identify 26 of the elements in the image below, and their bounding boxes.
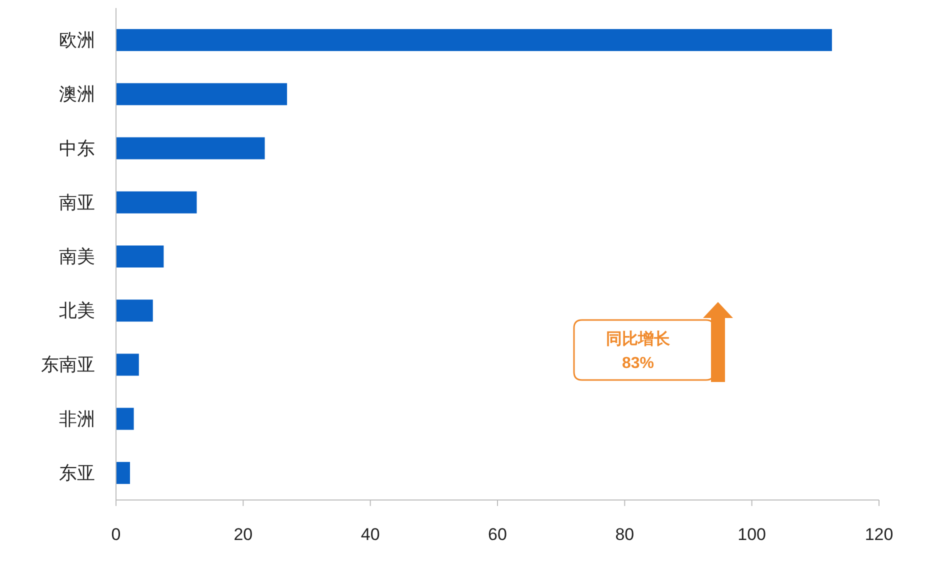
y-tick-label: 南亚 xyxy=(59,192,95,212)
y-tick-label: 北美 xyxy=(59,300,95,321)
y-tick-label: 非洲 xyxy=(59,408,95,429)
bar xyxy=(116,300,153,322)
x-tick-label: 20 xyxy=(234,525,253,544)
bar xyxy=(116,408,134,430)
bar xyxy=(116,137,265,160)
bar xyxy=(116,462,130,484)
bar xyxy=(116,354,139,376)
y-tick-label: 澳洲 xyxy=(59,84,95,104)
annotation: 同比增长 83% xyxy=(606,330,671,372)
bar xyxy=(116,246,164,268)
bar xyxy=(116,191,197,214)
y-tick-label: 中东 xyxy=(59,138,95,158)
x-tick-label: 60 xyxy=(488,525,507,544)
bar xyxy=(116,83,288,106)
y-tick-label: 南美 xyxy=(59,246,95,266)
x-tick-label: 120 xyxy=(864,525,894,544)
bar xyxy=(116,29,832,52)
y-tick-label: 欧洲 xyxy=(59,30,95,50)
y-tick-label: 东亚 xyxy=(59,462,95,483)
x-tick-label: 100 xyxy=(738,525,766,544)
x-tick-label: 80 xyxy=(615,525,634,544)
x-tick-label: 0 xyxy=(111,525,121,544)
x-tick-label: 40 xyxy=(360,525,380,544)
y-tick-label: 东南亚 xyxy=(41,354,95,375)
